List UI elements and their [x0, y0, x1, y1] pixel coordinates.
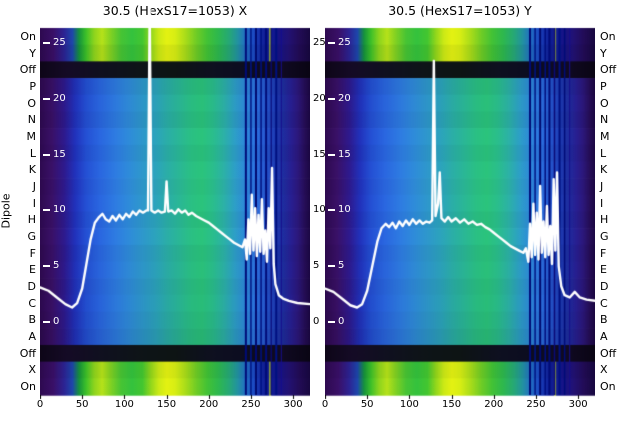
curve-tick-label: 20 — [43, 93, 66, 105]
row-label-left: O — [27, 96, 36, 110]
curve-tick-label: 15 — [328, 149, 351, 161]
row-label-left: F — [29, 246, 36, 260]
row-label-left: N — [27, 113, 36, 127]
row-label-left: Y — [29, 46, 36, 60]
curve-tick-label: 5 — [328, 260, 344, 272]
row-label-right: A — [600, 330, 608, 344]
row-label-right: J — [600, 179, 604, 193]
row-label-right: X — [600, 363, 608, 377]
row-label-left: H — [27, 213, 36, 227]
tick-mark — [328, 42, 335, 44]
row-label-right: E — [600, 263, 607, 277]
row-label-right: Y — [600, 46, 607, 60]
curve-tick-label-right: 0 — [313, 316, 320, 327]
row-label-right: M — [600, 129, 610, 143]
x-tick-label: 200 — [199, 399, 219, 410]
row-label-left: K — [28, 163, 36, 177]
tick-mark — [43, 97, 50, 100]
tick-mark — [328, 153, 335, 156]
row-label-right: N — [600, 113, 609, 127]
tick-mark — [328, 209, 335, 212]
row-label-left: I — [32, 196, 36, 210]
curve-tick-label: 5 — [43, 260, 59, 272]
x-tick-label: 100 — [114, 399, 134, 410]
x-tick-label: 50 — [360, 399, 374, 410]
curve-tick-label: 25 — [328, 37, 351, 49]
tick-mark — [43, 153, 50, 156]
tick-mark — [43, 321, 50, 323]
row-label-left: G — [27, 230, 36, 244]
row-label-right: P — [600, 79, 607, 93]
curve-tick-label: 25 — [43, 37, 66, 49]
row-label-right: B — [600, 313, 608, 327]
row-label-right: On — [600, 29, 616, 43]
row-labels-left: On Y Off P O N M L K J I H G F E D C B A Off X On — [0, 0, 36, 440]
x-tick-label: 300 — [283, 399, 303, 410]
panel-y: 30.5 (HexS17=1053) Y 2520151050050100150… — [322, 0, 610, 440]
x-tick-label: 300 — [568, 399, 588, 410]
curve-tick-label-right: 10 — [313, 204, 326, 216]
curve-tick-label: 10 — [43, 204, 66, 216]
tick-mark — [328, 321, 335, 323]
row-label-right: F — [600, 246, 607, 260]
curve-tick-label-right: 25 — [313, 37, 326, 48]
tick-mark — [328, 265, 335, 268]
row-label-right: H — [600, 213, 609, 227]
panel-x: 30.5 (HexS17=1053) X 2520151050252015105… — [37, 0, 326, 440]
tick-mark — [43, 265, 50, 268]
row-label-right: C — [600, 296, 608, 310]
row-label-right: O — [600, 96, 609, 110]
x-tick-label: 0 — [321, 399, 329, 410]
row-label-left: J — [32, 179, 36, 193]
curve-tick-label: 10 — [328, 204, 351, 216]
x-tick-label: 100 — [399, 399, 419, 410]
x-tick-label: 150 — [157, 399, 177, 410]
curve-tick-label: 0 — [328, 316, 344, 328]
x-tick-label: 200 — [484, 399, 504, 410]
row-label-left: M — [26, 129, 37, 143]
row-label-left: B — [28, 313, 36, 327]
row-label-right: G — [600, 230, 609, 244]
curve-tick-label: 15 — [43, 149, 66, 161]
row-label-left: On — [20, 380, 36, 394]
x-tick-label: 150 — [442, 399, 462, 410]
row-label-right: K — [600, 163, 608, 177]
row-label-left: P — [29, 79, 36, 93]
curve-tick-label-right: 20 — [313, 92, 326, 104]
tick-mark — [43, 209, 50, 212]
x-tick-label: 50 — [75, 399, 89, 410]
curve-tick-label-right: 5 — [313, 260, 320, 272]
row-label-left: D — [27, 280, 36, 294]
row-label-right: Off — [600, 63, 617, 77]
row-label-left: L — [29, 146, 36, 160]
row-label-left: C — [28, 296, 36, 310]
row-label-right: L — [600, 146, 607, 160]
row-labels-right: On Y Off P O N M L K J I H G F E D C B A Off X On — [600, 0, 640, 440]
heatmap-canvas-y — [325, 0, 595, 402]
curve-tick-label-right: 15 — [313, 148, 326, 160]
heatmap-canvas-x — [40, 0, 310, 402]
tick-mark — [43, 42, 50, 44]
row-label-left: A — [28, 330, 36, 344]
row-label-left: Off — [19, 346, 36, 360]
row-label-right: D — [600, 280, 609, 294]
curve-tick-label: 20 — [328, 93, 351, 105]
row-label-left: X — [28, 363, 36, 377]
row-label-left: Off — [19, 63, 36, 77]
tick-mark — [328, 97, 335, 100]
row-label-left: E — [29, 263, 36, 277]
row-label-right: I — [600, 196, 604, 210]
x-tick-label: 250 — [526, 399, 546, 410]
row-label-right: On — [600, 380, 616, 394]
row-label-right: Off — [600, 346, 617, 360]
row-label-left: On — [20, 29, 36, 43]
curve-tick-label: 0 — [43, 316, 59, 328]
x-tick-label: 250 — [241, 399, 261, 410]
x-tick-label: 0 — [36, 399, 44, 410]
